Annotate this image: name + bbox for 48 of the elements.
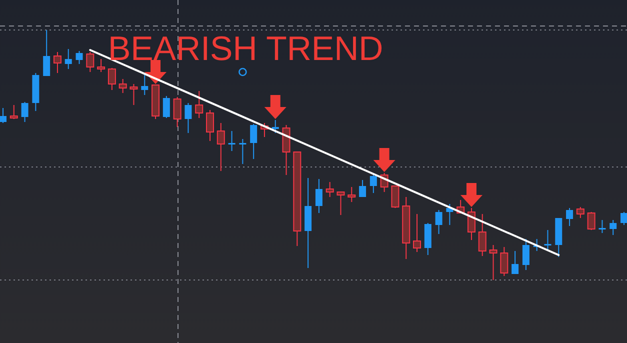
candlestick — [610, 220, 617, 236]
candlestick — [206, 110, 214, 142]
candlestick — [86, 52, 94, 72]
candlestick — [424, 222, 432, 256]
candlestick — [10, 104, 18, 120]
candlestick — [130, 84, 138, 106]
candlestick — [315, 178, 322, 214]
candlestick — [336, 192, 345, 216]
candlestick — [239, 138, 246, 164]
candlestick — [391, 186, 400, 208]
candlestick — [184, 102, 192, 134]
candlestick — [216, 122, 225, 172]
candlestick — [359, 180, 366, 198]
candlestick — [620, 212, 627, 226]
candlestick — [522, 238, 530, 270]
candlestick — [173, 96, 182, 128]
candlestick — [478, 214, 486, 256]
candlestick — [598, 220, 606, 234]
candlestick — [576, 206, 584, 218]
candlestick — [467, 208, 476, 240]
candlestick — [348, 186, 356, 202]
candlestick — [282, 124, 290, 176]
candlestick — [500, 246, 508, 276]
candlestick — [0, 108, 6, 124]
candlestick — [512, 250, 519, 274]
candlestick — [566, 208, 574, 226]
candlestick — [97, 58, 106, 72]
candlestick — [544, 230, 552, 252]
candlestick — [326, 182, 334, 198]
candlestick — [21, 102, 28, 122]
candlestick — [141, 74, 148, 96]
candlestick — [228, 130, 236, 152]
candlestick — [435, 210, 442, 234]
candlestick — [370, 172, 377, 194]
candlestick — [272, 120, 279, 134]
candlestick — [53, 52, 62, 74]
candlestick — [108, 68, 116, 90]
candlestick — [118, 78, 127, 94]
candlestick — [489, 244, 498, 280]
candlestick — [162, 96, 170, 118]
candlestick — [587, 212, 596, 230]
candlestick — [413, 214, 421, 252]
candlestick — [76, 50, 83, 64]
candlestick — [64, 48, 72, 70]
candlestick — [195, 90, 204, 118]
candlestick — [250, 124, 258, 160]
chart-title: BEARISH TREND — [108, 30, 384, 68]
candlestick — [43, 30, 50, 76]
